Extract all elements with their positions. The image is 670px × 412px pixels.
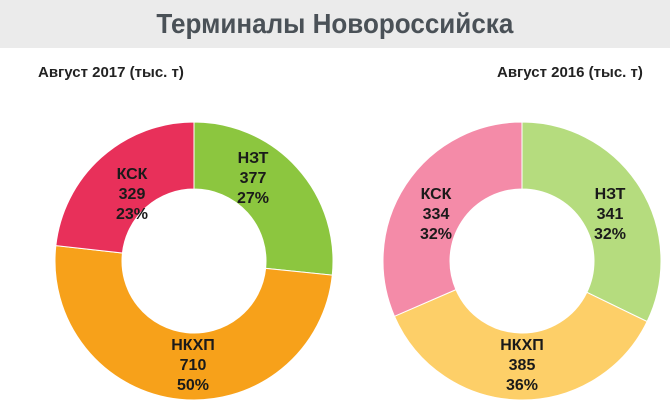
slice-nzt-2017 <box>193 121 334 276</box>
chart-title-2017: Август 2017 (тыс. т) <box>38 64 184 81</box>
label-ksk-value-2017: 329 <box>119 186 146 203</box>
label-nkhp-percent-2016: 36% <box>506 377 538 394</box>
slice-nkhp-2017 <box>54 245 333 401</box>
slice-ksk-2016 <box>382 121 523 317</box>
label-ksk-name-2016: КСК <box>421 186 452 203</box>
page-title: Терминалы Новороссийска <box>156 8 514 39</box>
label-nkhp-name-2016: НКХП <box>500 337 544 354</box>
slice-nkhp-2016 <box>393 288 648 401</box>
label-ksk-percent-2016: 32% <box>420 226 452 243</box>
label-nkhp-percent-2017: 50% <box>177 377 209 394</box>
label-nzt-percent-2016: 32% <box>594 226 626 243</box>
slice-nzt-2016 <box>521 121 662 323</box>
label-ksk-name-2017: КСК <box>117 166 148 183</box>
label-nkhp-value-2017: 710 <box>180 357 207 374</box>
label-nzt-value-2016: 341 <box>597 206 624 223</box>
label-nzt-name-2016: НЗТ <box>595 186 626 203</box>
label-ksk-value-2016: 334 <box>423 206 450 223</box>
slice-ksk-2017 <box>55 121 195 254</box>
label-nzt-name-2017: НЗТ <box>238 150 269 167</box>
label-nzt-value-2017: 377 <box>240 170 267 187</box>
label-nzt-percent-2017: 27% <box>237 190 269 207</box>
title-bar: Терминалы Новороссийска <box>0 0 670 48</box>
label-nkhp-value-2016: 385 <box>509 357 536 374</box>
label-nkhp-name-2017: НКХП <box>171 337 215 354</box>
chart-title-2016: Август 2016 (тыс. т) <box>497 64 643 81</box>
label-ksk-percent-2017: 23% <box>116 206 148 223</box>
